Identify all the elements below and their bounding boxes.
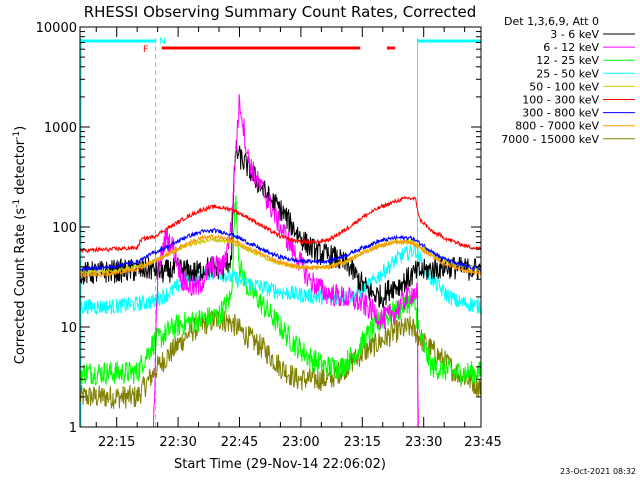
legend-entry-label: 12 - 25 keV <box>536 54 599 67</box>
y-axis-label-end: ) <box>13 126 28 131</box>
y-tick-label: 100 <box>52 221 77 236</box>
timestamp: 23-Oct-2021 08:32 <box>560 467 636 476</box>
y-tick-label: 1000 <box>44 121 77 136</box>
y-axis-label-sup1: -1 <box>12 199 22 208</box>
series-line-0 <box>80 139 481 309</box>
legend-entry-label: 7000 - 15000 keV <box>501 133 599 146</box>
x-tick-label: 23:30 <box>405 435 442 450</box>
series-line-7 <box>80 234 481 279</box>
y-tick-label: 10 <box>60 321 77 336</box>
legend-entry-label: 6 - 12 keV <box>543 41 599 54</box>
series-line-1 <box>80 94 481 427</box>
flag-f-label: F <box>143 45 148 55</box>
y-axis: 1 10 100 1000 10000 <box>36 21 481 436</box>
legend-entry-label: 800 - 7000 keV <box>515 120 599 133</box>
x-axis: 22:15 22:30 22:45 23:00 23:15 23:30 23:45 <box>95 27 502 450</box>
chart-title: RHESSI Observing Summary Count Rates, Co… <box>84 3 477 21</box>
x-tick-label: 23:45 <box>464 435 501 450</box>
legend-entry-label: 25 - 50 keV <box>536 67 599 80</box>
y-tick-label: 10000 <box>36 21 77 36</box>
x-axis-label: Start Time (29-Nov-14 22:06:02) <box>174 457 386 472</box>
legend-entry-label: 50 - 100 keV <box>529 80 599 93</box>
series-line-3 <box>80 242 481 316</box>
flag-n-label: N <box>159 37 166 47</box>
legend-entry-label: 3 - 6 keV <box>550 28 599 41</box>
x-tick-label: 22:30 <box>159 435 196 450</box>
legend-header: Det 1,3,6,9, Att 0 <box>504 15 599 28</box>
x-tick-label: 23:15 <box>344 435 381 450</box>
y-axis-label: Corrected Count Rate (s-1 detector-1) <box>12 126 28 364</box>
legend-entry-label: 100 - 300 keV <box>522 94 599 107</box>
series-line-5 <box>80 196 481 254</box>
y-axis-label-mid: detector <box>13 139 28 199</box>
x-tick-label: 23:00 <box>282 435 319 450</box>
legend-entry-label: 300 - 800 keV <box>522 107 599 120</box>
y-axis-label-sup2: -1 <box>12 131 22 140</box>
series-line-8 <box>80 310 481 409</box>
x-tick-label: 22:45 <box>221 435 258 450</box>
series-line-6 <box>80 227 481 273</box>
y-tick-label: 1 <box>69 421 77 436</box>
x-tick-label: 22:15 <box>98 435 135 450</box>
series-layer <box>80 94 481 427</box>
y-axis-label-main: Corrected Count Rate (s <box>13 208 28 365</box>
